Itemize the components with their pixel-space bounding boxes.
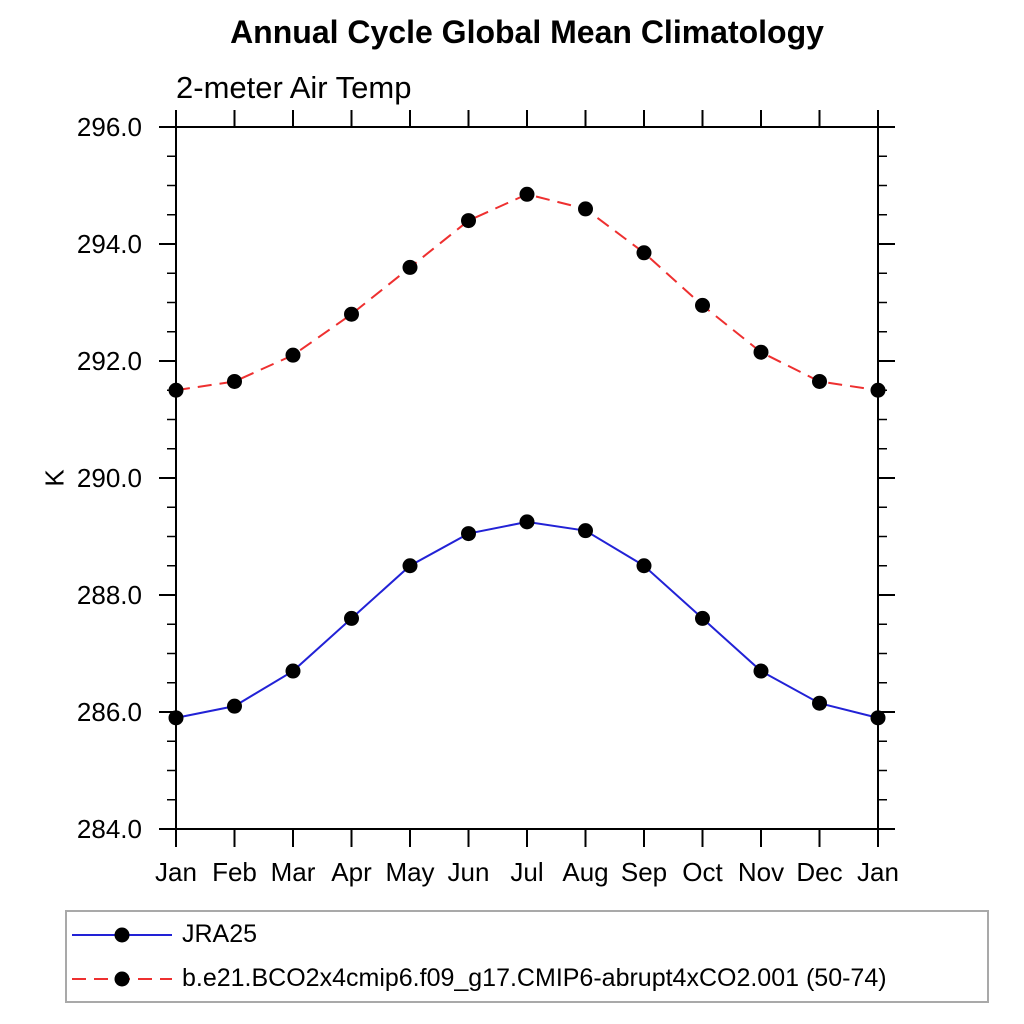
data-point-marker — [578, 201, 593, 217]
data-point-marker — [695, 297, 710, 313]
data-point-marker — [285, 347, 301, 363]
y-tick-label: 292.0 — [77, 346, 142, 376]
legend-marker-icon — [114, 971, 130, 986]
data-point-marker — [519, 514, 535, 530]
chart-subtitle: 2-meter Air Temp — [176, 70, 412, 105]
data-point-marker — [285, 663, 301, 679]
x-tick-label: Jun — [448, 857, 490, 887]
series-line-0 — [175, 520, 879, 719]
chart-title: Annual Cycle Global Mean Climatology — [230, 14, 824, 50]
legend-swatch-0 — [72, 927, 172, 942]
legend-label-0: JRA25 — [182, 920, 258, 948]
legend: JRA25 b.e21.BCO2x4cmip6.f09_g17.CMIP6-abr… — [65, 910, 989, 1003]
x-tick-label: Feb — [212, 857, 257, 887]
data-point-marker — [402, 259, 418, 275]
series-0 — [168, 514, 886, 726]
legend-item-0: JRA25 — [67, 913, 987, 957]
y-tick-label: 290.0 — [77, 463, 142, 493]
data-point-marker — [870, 382, 886, 398]
y-tick-label: 286.0 — [77, 697, 142, 727]
data-point-marker — [402, 558, 418, 574]
data-point-marker — [636, 245, 652, 261]
data-point-marker — [812, 695, 827, 711]
data-point-marker — [461, 213, 476, 229]
series-line-1 — [175, 193, 879, 392]
plot-frame — [175, 126, 879, 830]
x-tick-label: Nov — [738, 857, 784, 887]
y-tick-label: 288.0 — [77, 580, 142, 610]
legend-item-1: b.e21.BCO2x4cmip6.f09_g17.CMIP6-abrupt4x… — [67, 957, 987, 1001]
data-point-marker — [870, 710, 886, 726]
data-point-marker — [753, 344, 769, 360]
x-tick-label: Mar — [271, 857, 316, 887]
data-point-marker — [344, 306, 359, 322]
y-tick-label: 294.0 — [77, 229, 142, 259]
legend-marker-icon — [114, 927, 130, 942]
data-point-marker — [578, 523, 593, 539]
legend-label-1: b.e21.BCO2x4cmip6.f09_g17.CMIP6-abrupt4x… — [182, 964, 887, 992]
x-tick-label: Jan — [155, 857, 197, 887]
data-point-marker — [812, 373, 827, 389]
data-point-marker — [168, 382, 184, 398]
data-point-marker — [636, 558, 652, 574]
y-tick-label: 296.0 — [77, 112, 142, 142]
x-tick-label: Dec — [796, 857, 842, 887]
data-point-marker — [227, 698, 242, 714]
data-point-marker — [753, 663, 769, 679]
data-point-marker — [695, 610, 710, 626]
data-point-marker — [519, 186, 535, 202]
x-tick-label: Sep — [621, 857, 667, 887]
x-tick-label: Jul — [510, 857, 543, 887]
data-point-marker — [168, 710, 184, 726]
x-tick-label: Aug — [562, 857, 608, 887]
data-point-marker — [344, 610, 359, 626]
y-axis: 284.0 286.0 288.0 290.0 292.0 294.0 296.0 — [77, 112, 895, 844]
x-axis: Jan Feb Mar Apr May Jun Jul Aug Sep Oct Nov Dec Jan — [155, 110, 899, 887]
legend-swatch-1 — [72, 971, 172, 986]
x-tick-label: Oct — [682, 857, 723, 887]
x-tick-label: May — [385, 857, 434, 887]
data-point-marker — [461, 526, 476, 542]
x-tick-label: Jan — [857, 857, 899, 887]
series-1 — [168, 186, 886, 398]
x-tick-label: Apr — [331, 857, 372, 887]
data-point-marker — [227, 373, 242, 389]
y-tick-label: 284.0 — [77, 814, 142, 844]
